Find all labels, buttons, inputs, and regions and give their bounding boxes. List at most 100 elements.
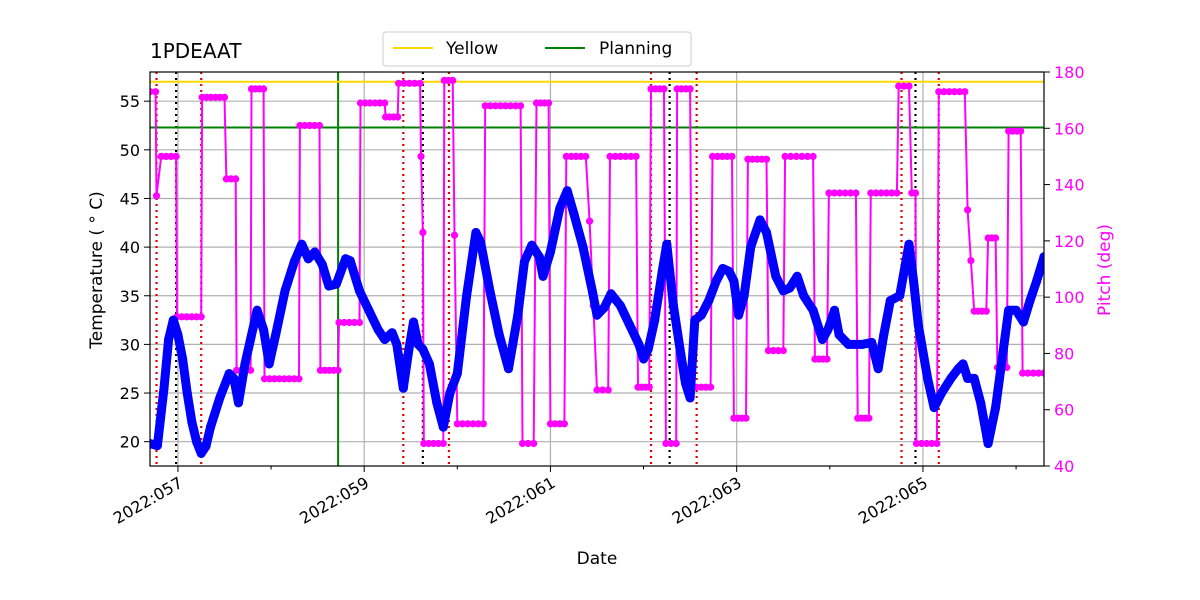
pitch-point: [350, 318, 358, 327]
pitch-point: [355, 318, 364, 327]
pitch-point: [836, 189, 844, 197]
pitch-point: [846, 189, 855, 197]
temperature-point: [857, 339, 867, 349]
temperature-series: [150, 186, 1044, 458]
pitch-point: [560, 420, 569, 428]
temperature-point: [724, 266, 734, 276]
pitch-point: [742, 414, 750, 422]
pitch-point: [823, 355, 831, 363]
temperature-point: [1019, 317, 1028, 327]
temperature-point: [946, 373, 956, 383]
pitch-point: [787, 152, 795, 160]
pitch-point: [416, 79, 424, 87]
temperature-point: [485, 286, 495, 296]
pitch-point: [865, 414, 873, 422]
pitch-point: [964, 206, 972, 214]
temperature-point: [418, 344, 428, 354]
temperature-point: [929, 403, 939, 413]
temperature-point: [192, 437, 202, 447]
pitch-point: [518, 439, 527, 448]
temperature-point: [690, 315, 700, 325]
temperature-point: [178, 354, 188, 364]
legend-box: [382, 31, 692, 67]
pitch-point: [449, 76, 457, 84]
pitch-point: [781, 152, 789, 160]
pitch-point: [417, 152, 425, 160]
pitch-point: [632, 152, 640, 160]
y-axis-left-label: Temperature ( ° C): [87, 191, 107, 350]
temperature-point: [438, 422, 448, 432]
plot-frame: [149, 71, 1045, 467]
pitch-point: [530, 439, 538, 448]
temperature-point: [215, 393, 225, 403]
pitch-point: [769, 347, 777, 355]
temperature-point: [538, 271, 548, 281]
y-right-tick-label: 80: [1054, 344, 1074, 363]
temperature-point: [534, 252, 544, 262]
y-right-tick-label: 40: [1054, 457, 1074, 476]
pitch-point: [912, 439, 921, 448]
temperature-point: [555, 203, 565, 213]
pitch-point: [506, 102, 515, 110]
temperature-point: [289, 257, 299, 267]
temperature-point: [599, 302, 609, 312]
pitch-point: [400, 79, 408, 87]
temperature-point: [662, 239, 672, 249]
temperature-point: [634, 339, 644, 349]
temperature-point: [639, 354, 649, 364]
temperature-point: [885, 296, 895, 306]
pitch-point: [486, 102, 494, 110]
chart-title: 1PDEAAT: [150, 39, 242, 63]
pitch-point: [606, 152, 614, 160]
y-left-tick-label: 35: [120, 287, 140, 306]
pitch-point: [340, 318, 348, 327]
temperature-point: [606, 289, 616, 299]
pitch-point: [260, 375, 269, 383]
pitch-point: [627, 152, 635, 160]
pitch-point: [395, 79, 403, 87]
pitch-point: [667, 439, 675, 448]
temperature-point: [562, 186, 572, 196]
y-right-tick-label: 140: [1054, 176, 1085, 195]
pitch-point: [803, 152, 812, 160]
temperature-point: [615, 301, 625, 310]
temperature-point: [1032, 276, 1042, 286]
temperature-point: [187, 417, 197, 427]
pitch-point: [893, 189, 901, 197]
temperature-point: [173, 330, 183, 340]
y-left-tick-label: 40: [120, 238, 140, 257]
pitch-point: [882, 189, 891, 197]
temperature-point: [494, 330, 504, 340]
temperature-point: [234, 398, 243, 408]
temperature-point: [830, 305, 839, 315]
pitch-point: [905, 82, 913, 90]
pitch-point: [604, 386, 612, 394]
temperature-point: [206, 422, 215, 432]
temperature-point: [879, 330, 889, 340]
temperature-point: [471, 228, 481, 237]
pitch-point: [496, 102, 504, 110]
temperature-point: [345, 256, 355, 266]
pitch-point: [582, 152, 590, 160]
temperature-point: [696, 310, 706, 320]
pitch-point: [381, 99, 389, 107]
pitch-point: [1019, 369, 1027, 377]
temperature-point: [297, 239, 307, 249]
temperature-point: [432, 398, 442, 408]
temperature-point: [867, 337, 877, 347]
pitch-point: [956, 88, 964, 96]
pitch-point: [660, 85, 668, 93]
temperature-point: [398, 383, 408, 393]
y-left-tick-label: 45: [120, 189, 140, 208]
pitch-point: [411, 79, 419, 87]
pitch-point: [611, 152, 619, 160]
temperature-point: [983, 439, 993, 449]
temperature-point: [380, 335, 390, 344]
temperature-point: [958, 359, 968, 369]
pitch-point: [405, 79, 413, 87]
pitch-point: [877, 189, 885, 197]
temperature-point: [997, 354, 1007, 364]
y-left-tick-label: 20: [120, 433, 140, 452]
pitch-point: [872, 189, 880, 197]
